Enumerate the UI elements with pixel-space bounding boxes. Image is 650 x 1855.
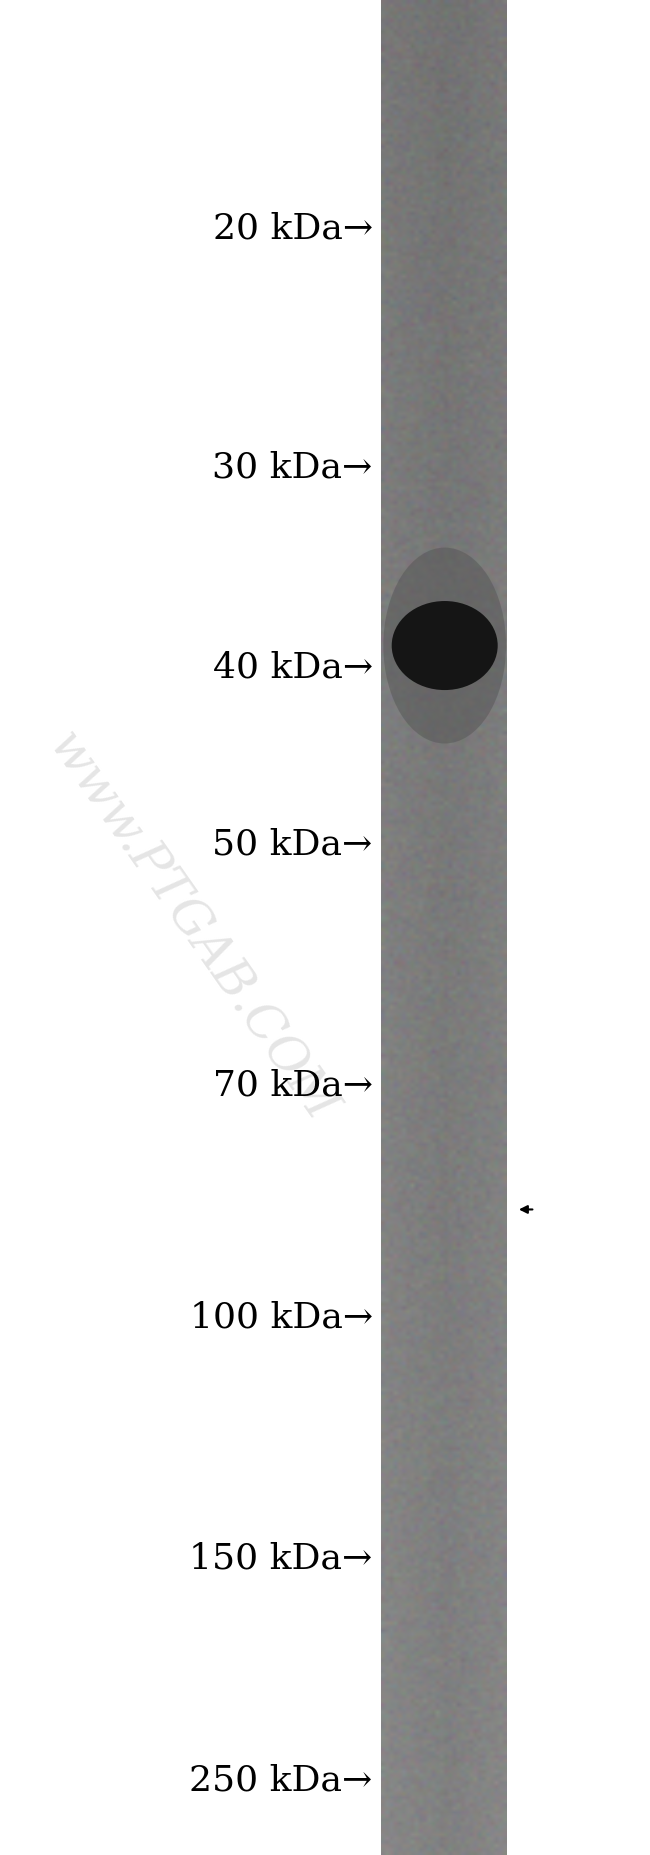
Text: 50 kDa→: 50 kDa→ [213, 827, 372, 861]
Text: 100 kDa→: 100 kDa→ [190, 1300, 372, 1334]
Text: 40 kDa→: 40 kDa→ [213, 651, 372, 684]
Text: 20 kDa→: 20 kDa→ [213, 211, 372, 245]
Text: 30 kDa→: 30 kDa→ [213, 451, 372, 484]
Ellipse shape [392, 601, 498, 690]
Text: 70 kDa→: 70 kDa→ [213, 1068, 372, 1102]
Text: 250 kDa→: 250 kDa→ [189, 1764, 372, 1797]
Text: www.PTGAB.COM: www.PTGAB.COM [38, 723, 344, 1132]
Ellipse shape [384, 547, 506, 744]
Text: 150 kDa→: 150 kDa→ [189, 1542, 372, 1575]
